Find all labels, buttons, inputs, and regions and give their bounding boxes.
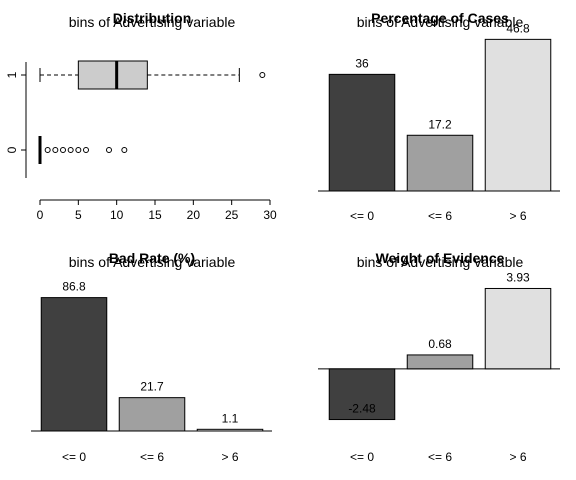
- outlier-point: [83, 147, 89, 153]
- outlier-point: [60, 147, 66, 153]
- woe-title: Weight of Evidence: [376, 250, 505, 266]
- bar: [40, 297, 108, 432]
- outlier-point: [52, 147, 59, 153]
- category-label: > 6: [509, 209, 526, 223]
- bad-rate-title: Bad Rate (%): [109, 250, 195, 266]
- outlier-point: [44, 147, 51, 153]
- distribution-subtitle: bins of Advertising variable: [69, 14, 236, 30]
- bar-value-label: 86.8: [62, 280, 86, 294]
- bar-value-label: 46.8: [506, 21, 530, 35]
- percentage-panel: Percentage of Cases bins of Advertising …: [318, 10, 560, 223]
- bar: [406, 354, 474, 370]
- bar-value-label: -2.48: [348, 402, 376, 416]
- bar-value-label: 36: [355, 56, 369, 70]
- bar-value-label: 17.2: [428, 117, 452, 131]
- bar: [118, 397, 186, 432]
- woe-panel: Weight of Evidence bins of Advertising v…: [318, 250, 560, 464]
- bad-rate-subtitle: bins of Advertising variable: [69, 254, 236, 270]
- y-tick-label: 0: [5, 146, 19, 153]
- category-label: <= 6: [140, 450, 164, 464]
- outlier-point: [259, 72, 266, 78]
- percentage-title: Percentage of Cases: [371, 10, 509, 26]
- bad-rate-panel: Bad Rate (%) bins of Advertising variabl…: [31, 250, 272, 464]
- x-tick-label: 10: [110, 208, 124, 222]
- outlier-point: [75, 147, 82, 153]
- x-tick-label: 0: [37, 208, 44, 222]
- woe-plot: -2.48 <= 0 0.68 <= 6 3.93 > 6: [318, 270, 560, 464]
- bar-value-label: 1.1: [222, 411, 239, 425]
- x-tick-label: 30: [263, 208, 277, 222]
- bar: [484, 287, 552, 370]
- bar: [196, 428, 264, 432]
- category-label: <= 0: [62, 450, 86, 464]
- bar: [328, 73, 396, 192]
- distribution-panel: Distribution bins of Advertising variabl…: [5, 10, 277, 222]
- bar-value-label: 0.68: [428, 337, 452, 351]
- outlier-point: [121, 147, 128, 153]
- bar-value-label: 21.7: [140, 380, 164, 394]
- distribution-plot: 100 5 10 15 20 25 30: [5, 60, 277, 222]
- x-tick-label: 25: [225, 208, 239, 222]
- percentage-plot: 36 <= 0 17.2 <= 6 46.8 > 6: [318, 21, 560, 223]
- y-tick-label: 1: [5, 71, 19, 78]
- box-rect: [77, 60, 148, 90]
- outlier-point: [106, 147, 112, 153]
- x-tick-label: 15: [148, 208, 162, 222]
- category-label: <= 6: [428, 450, 452, 464]
- category-label: > 6: [509, 450, 526, 464]
- bar: [484, 38, 552, 192]
- distribution-title: Distribution: [113, 10, 192, 26]
- category-label: <= 0: [350, 209, 374, 223]
- bar: [406, 134, 474, 192]
- bar: [328, 368, 396, 421]
- category-label: <= 6: [428, 209, 452, 223]
- x-tick-label: 20: [187, 208, 201, 222]
- percentage-subtitle: bins of Advertising variable: [357, 14, 524, 30]
- outlier-point: [67, 147, 74, 153]
- x-tick-label: 5: [75, 208, 82, 222]
- woe-subtitle: bins of Advertising variable: [357, 254, 524, 270]
- bar-value-label: 3.93: [506, 270, 530, 284]
- bad-rate-plot: 86.8 <= 0 21.7 <= 6 1.1 > 6: [31, 280, 272, 464]
- category-label: > 6: [221, 450, 238, 464]
- category-label: <= 0: [350, 450, 374, 464]
